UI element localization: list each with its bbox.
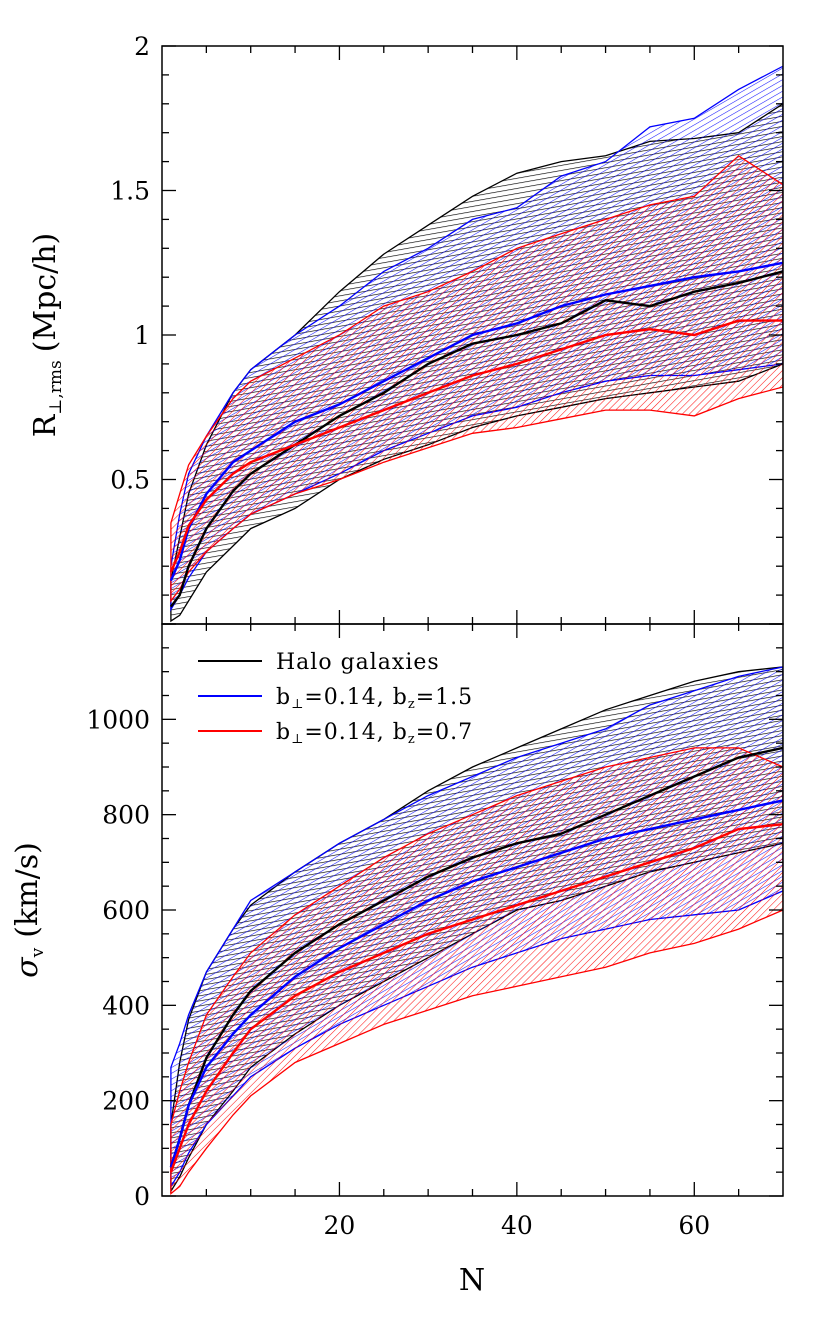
- bottom-ytick-label: 400: [102, 991, 150, 1020]
- bottom-tick-marks: [162, 623, 783, 1197]
- top-plot-area: [169, 65, 783, 623]
- bottom-ytick-labels: 0 200 400 600 800 1000: [86, 705, 150, 1211]
- x-axis-label: N: [459, 1263, 485, 1298]
- bottom-ylabel-main: σ: [10, 956, 45, 978]
- bottom-ytick-label: 600: [102, 896, 150, 925]
- bottom-y-axis-label: σv (km/s): [10, 842, 48, 978]
- legend-label-blue: b⊥=0.14, bz=1.5: [276, 685, 473, 712]
- xtick-label: 20: [324, 1211, 356, 1240]
- top-ylabel-main: R: [28, 413, 63, 437]
- top-ylabel-sub: ⊥,rms: [46, 360, 66, 414]
- legend: Halo galaxies b⊥=0.14, bz=1.5 b⊥=0.14, b…: [198, 650, 473, 747]
- xtick-label: 40: [501, 1211, 533, 1240]
- bottom-ytick-label: 800: [102, 801, 150, 830]
- bottom-xtick-labels: 20 40 60: [324, 1211, 711, 1240]
- legend-entry-halo: Halo galaxies: [198, 650, 440, 675]
- top-y-axis-label: R⊥,rms (Mpc/h): [28, 233, 66, 438]
- bottom-ytick-label: 200: [102, 1087, 150, 1116]
- top-tick-marks: [162, 45, 783, 625]
- top-ytick-labels: 0.5 1 1.5 2: [110, 32, 150, 495]
- bottom-band-red: [170, 747, 783, 1195]
- bottom-ytick-label: 0: [134, 1182, 150, 1211]
- legend-entry-blue: b⊥=0.14, bz=1.5: [198, 685, 473, 712]
- bottom-median-line-black: [169, 746, 783, 1168]
- bottom-median-line-red: [169, 823, 783, 1173]
- top-ytick-label: 0.5: [110, 466, 150, 495]
- bottom-ylabel-unit: (km/s): [10, 842, 45, 938]
- bottom-ylabel-sub: v: [28, 947, 48, 958]
- legend-label-halo: Halo galaxies: [276, 650, 440, 675]
- legend-entry-red: b⊥=0.14, bz=0.7: [198, 720, 473, 747]
- top-ytick-label: 2: [134, 32, 150, 61]
- panel-top: 0.5 1 1.5 2 R⊥,rms (Mpc/h): [28, 32, 784, 625]
- bottom-ytick-label: 1000: [86, 705, 150, 734]
- xtick-label: 60: [678, 1211, 710, 1240]
- bottom-plot-area: [169, 666, 783, 1195]
- top-ytick-label: 1.5: [110, 177, 150, 206]
- top-ytick-label: 1: [134, 321, 150, 350]
- top-median-line-red: [169, 319, 783, 573]
- panel-bottom: 0 200 400 600 800 1000 20 40 60 σv (km/s) N Halo…: [10, 623, 784, 1298]
- top-median-line-blue: [169, 261, 783, 582]
- top-band-red: [170, 154, 783, 603]
- top-median-line-black: [169, 270, 783, 608]
- bottom-median-line-blue: [169, 799, 783, 1168]
- legend-label-red: b⊥=0.14, bz=0.7: [276, 720, 473, 747]
- top-ylabel-unit: (Mpc/h): [28, 233, 63, 353]
